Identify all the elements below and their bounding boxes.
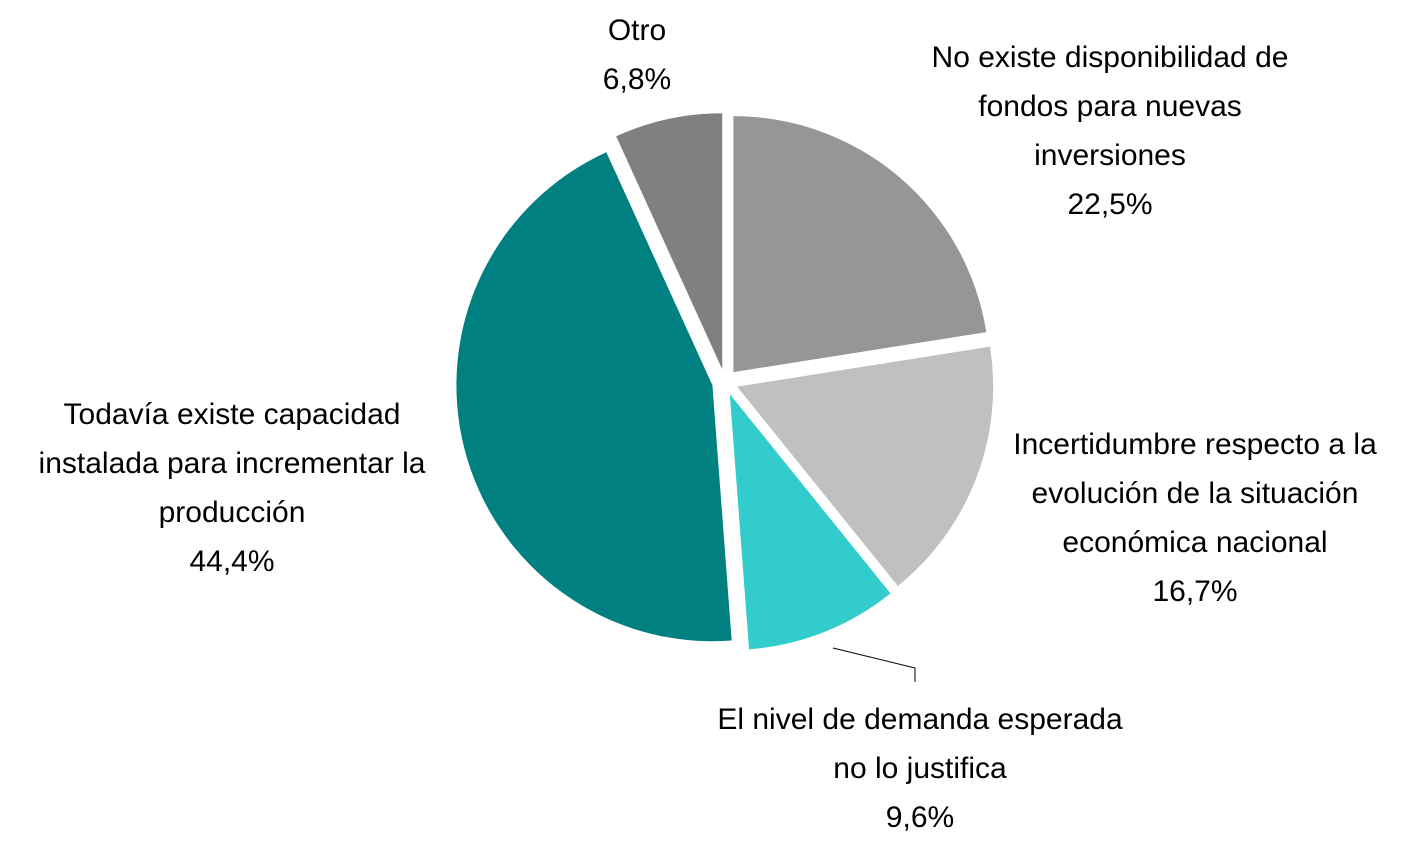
category-name: No existe disponibilidad de fondos para …	[931, 41, 1289, 172]
leader-line	[832, 647, 916, 682]
value-label: 22,5%	[1067, 188, 1153, 221]
value-label: 9,6%	[885, 801, 955, 834]
slice-label: No existe disponibilidad de fondos para …	[900, 33, 1320, 229]
pie-slice	[737, 346, 994, 586]
category-name: Todavía existe capacidad instalada para …	[38, 398, 426, 529]
value-label: 6,8%	[602, 63, 672, 96]
slice-label: Todavía existe capacidad instalada para …	[10, 390, 455, 586]
pie-slice	[733, 116, 987, 373]
slice-label: El nivel de demanda esperada no lo justi…	[710, 695, 1130, 842]
slice-label: Otro 6,8%	[537, 6, 737, 104]
category-name: El nivel de demanda esperada no lo justi…	[717, 703, 1123, 785]
slice-label: Incertidumbre respecto a la evolución de…	[989, 420, 1401, 616]
pie-slice	[616, 113, 723, 370]
pie-slice	[456, 152, 732, 642]
pie-slice	[729, 394, 891, 650]
value-label: 16,7%	[1152, 575, 1238, 608]
value-label: 44,4%	[189, 545, 275, 578]
category-name: Incertidumbre respecto a la evolución de…	[1013, 428, 1377, 559]
category-name: Otro	[607, 14, 667, 47]
